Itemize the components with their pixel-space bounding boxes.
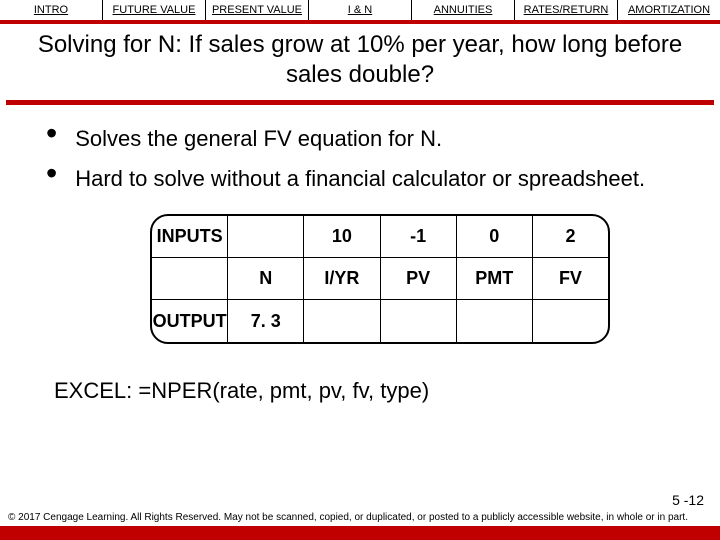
calc-cell: 0 [457, 216, 533, 257]
copyright: © 2017 Cengage Learning. All Rights Rese… [0, 510, 720, 526]
bullet-icon: • [46, 163, 57, 183]
footer-accent-bar [0, 526, 720, 540]
nav-annuities[interactable]: ANNUITIES [412, 0, 515, 20]
calc-cell [152, 258, 228, 299]
calc-cell [304, 300, 380, 342]
nav-intro[interactable]: INTRO [0, 0, 103, 20]
calc-pv-label: PV [381, 258, 457, 299]
calc-cell: 10 [304, 216, 380, 257]
bullet-text: Hard to solve without a financial calcul… [75, 163, 645, 193]
calc-cell [228, 216, 304, 257]
calc-cell [381, 300, 457, 342]
bullet-row: • Hard to solve without a financial calc… [40, 163, 680, 193]
slide-title: Solving for N: If sales grow at 10% per … [0, 24, 720, 100]
calc-cell: -1 [381, 216, 457, 257]
nav-i-and-n[interactable]: I & N [309, 0, 412, 20]
calc-fv-label: FV [533, 258, 608, 299]
calc-n-label: N [228, 258, 304, 299]
calc-pmt-label: PMT [457, 258, 533, 299]
footer: 5 -12 © 2017 Cengage Learning. All Right… [0, 492, 720, 540]
calc-iyr-label: I/YR [304, 258, 380, 299]
calc-cell [533, 300, 608, 342]
content: • Solves the general FV equation for N. … [0, 123, 720, 404]
bullet-icon: • [46, 123, 57, 143]
calc-cell: 2 [533, 216, 608, 257]
excel-formula: EXCEL: =NPER(rate, pmt, pv, fv, type) [54, 378, 680, 404]
bullet-text: Solves the general FV equation for N. [75, 123, 442, 153]
calc-inputs-label: INPUTS [152, 216, 228, 257]
calculator-table: INPUTS 10 -1 0 2 N I/YR PV PMT FV OUTPUT… [150, 214, 610, 344]
calc-output-value: 7. 3 [228, 300, 304, 342]
page-number: 5 -12 [0, 492, 720, 510]
nav-bar: INTRO FUTURE VALUE PRESENT VALUE I & N A… [0, 0, 720, 24]
nav-rates-return[interactable]: RATES/RETURN [515, 0, 618, 20]
calc-output-label: OUTPUT [152, 300, 228, 342]
nav-amortization[interactable]: AMORTIZATION [618, 0, 720, 20]
accent-bar [6, 100, 714, 105]
bullet-row: • Solves the general FV equation for N. [40, 123, 680, 153]
nav-future-value[interactable]: FUTURE VALUE [103, 0, 206, 20]
nav-present-value[interactable]: PRESENT VALUE [206, 0, 309, 20]
calc-cell [457, 300, 533, 342]
